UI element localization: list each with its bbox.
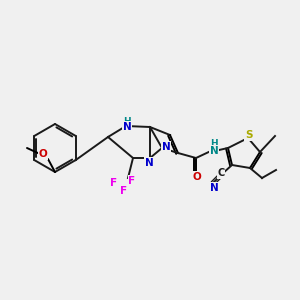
Text: C: C [218,168,225,178]
Text: N: N [210,146,218,156]
Text: N: N [210,183,218,193]
Text: N: N [162,142,170,152]
Text: N: N [123,122,131,132]
Text: H: H [123,116,131,125]
Text: F: F [110,178,118,188]
Text: F: F [128,176,136,186]
Text: O: O [39,149,47,159]
Text: S: S [245,130,253,140]
Text: N: N [145,158,153,168]
Text: H: H [210,140,218,148]
Text: O: O [193,172,201,182]
Text: F: F [120,186,128,196]
